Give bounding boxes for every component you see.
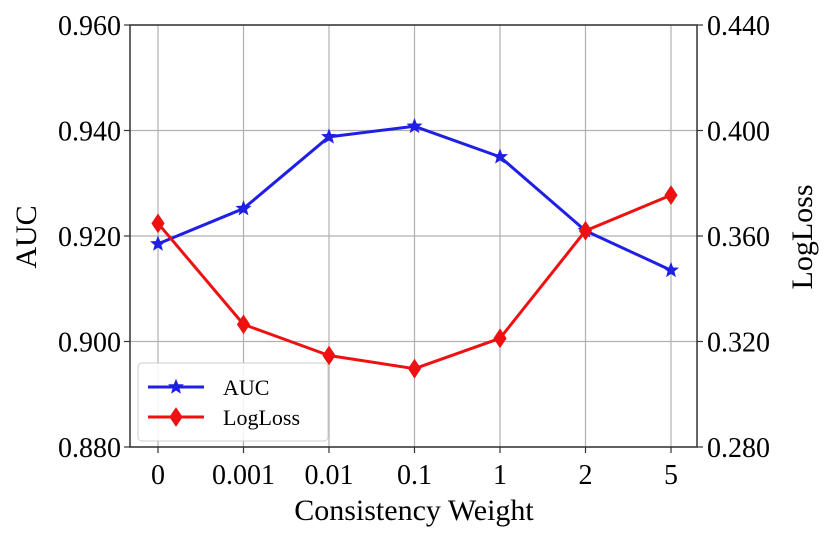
x-tick-label: 5 — [664, 460, 678, 491]
data-point-logloss — [151, 213, 165, 234]
legend-marker — [169, 407, 183, 427]
x-tick-label: 0.001 — [212, 460, 275, 491]
x-axis-label: Consistency Weight — [294, 494, 534, 527]
y-tick-label-left: 0.880 — [58, 433, 121, 464]
data-point-logloss — [407, 358, 422, 379]
series-layer — [150, 117, 679, 379]
data-point-auc — [406, 117, 423, 134]
x-tick-label: 2 — [579, 460, 593, 491]
legend-marker — [168, 378, 184, 394]
y-tick-label-left: 0.960 — [58, 11, 121, 42]
data-point-logloss — [578, 220, 593, 241]
legend-box — [137, 362, 329, 442]
y-tick-label-right: 0.320 — [707, 328, 770, 359]
legend-label: LogLoss — [223, 405, 300, 430]
x-tick-labels: 0 0.001 0.01 0.1 1 2 5 — [151, 447, 678, 491]
x-tick-label: 0.1 — [397, 460, 432, 491]
y-tick-label-right: 0.280 — [707, 433, 770, 464]
x-tick-label: 0 — [151, 460, 165, 491]
y-tick-label-left: 0.900 — [58, 328, 121, 359]
y-tick-labels-left: 0.880 0.900 0.920 0.940 0.960 — [58, 11, 130, 464]
y-tick-label-right: 0.440 — [707, 11, 770, 42]
y-tick-labels-right: 0.280 0.320 0.360 0.400 0.440 — [697, 11, 770, 464]
data-point-logloss — [664, 185, 678, 206]
data-point-auc — [150, 235, 166, 251]
y-tick-label-right: 0.400 — [707, 117, 770, 148]
data-point-logloss — [322, 345, 336, 366]
y-tick-label-left: 0.920 — [58, 222, 121, 253]
data-point-logloss — [493, 328, 507, 349]
y-axis-label-right: LogLoss — [786, 185, 819, 290]
y-tick-label-right: 0.360 — [707, 222, 770, 253]
data-point-auc — [663, 261, 679, 278]
legend: AUC LogLoss — [137, 362, 329, 442]
data-point-auc — [492, 148, 508, 164]
data-point-auc — [235, 200, 252, 216]
data-point-auc — [321, 128, 337, 144]
x-tick-label: 0.01 — [305, 460, 354, 491]
data-point-logloss — [236, 314, 251, 335]
y-axis-label-left: AUC — [10, 205, 43, 268]
series-logloss — [151, 185, 678, 379]
x-tick-label: 1 — [493, 460, 507, 491]
legend-label: AUC — [223, 375, 269, 400]
y-tick-label-left: 0.940 — [58, 117, 121, 148]
